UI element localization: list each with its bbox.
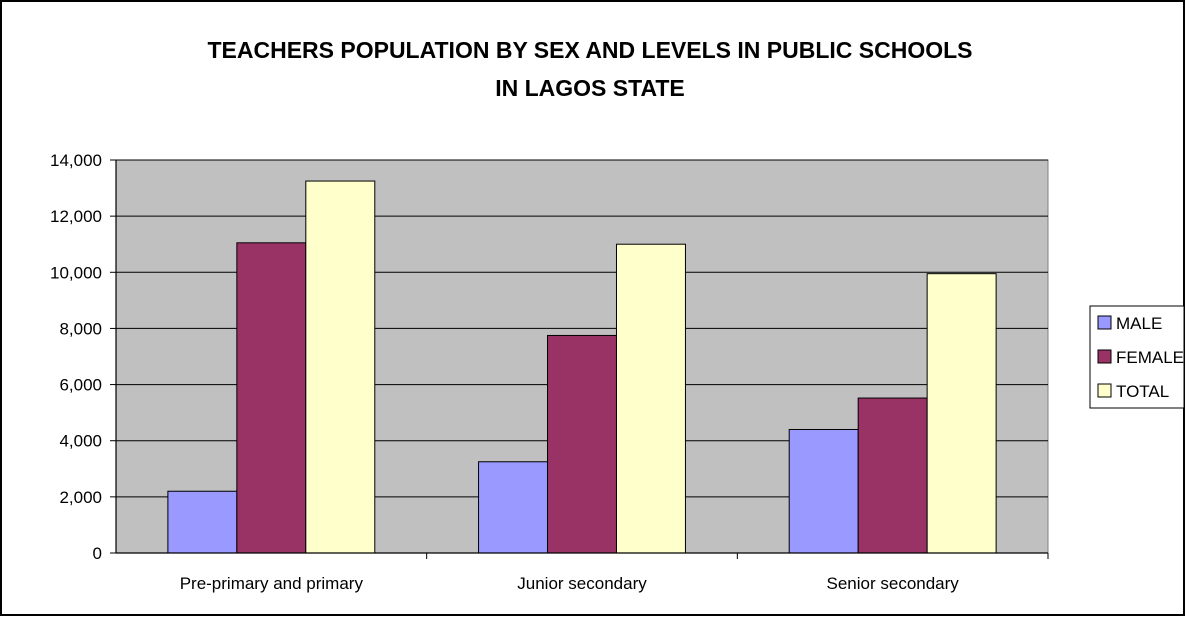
legend-label-male: MALE bbox=[1116, 314, 1162, 333]
x-tick-label: Pre-primary and primary bbox=[180, 574, 364, 593]
axes bbox=[110, 159, 1049, 559]
bars bbox=[167, 180, 997, 554]
legend-label-total: TOTAL bbox=[1116, 382, 1169, 401]
legend-swatch-total bbox=[1097, 383, 1112, 398]
y-tick-label: 8,000 bbox=[59, 319, 102, 338]
chart-title-line1: TEACHERS POPULATION BY SEX AND LEVELS IN… bbox=[207, 37, 972, 63]
bar-total-1 bbox=[305, 180, 376, 554]
bar-male-1 bbox=[167, 490, 238, 554]
bar-female-3 bbox=[857, 397, 928, 554]
y-tick-labels: 0 2,000 4,000 6,000 8,000 10,000 12,000 14,000 bbox=[50, 151, 102, 563]
bar-female-2 bbox=[547, 334, 617, 554]
y-tick-label: 14,000 bbox=[50, 151, 102, 170]
x-tick-label: Junior secondary bbox=[517, 574, 647, 593]
chart-title-line2: IN LAGOS STATE bbox=[495, 75, 685, 101]
y-tick-label: 12,000 bbox=[50, 207, 102, 226]
bar-total-2 bbox=[615, 243, 686, 554]
bar-male-2 bbox=[478, 461, 549, 554]
y-tick-label: 10,000 bbox=[50, 263, 102, 282]
x-tick-labels: Pre-primary and primary Junior secondary S… bbox=[180, 574, 960, 593]
legend-swatch-male bbox=[1097, 315, 1112, 330]
y-tick-label: 2,000 bbox=[59, 488, 102, 507]
bar-male-3 bbox=[788, 428, 859, 554]
bar-female-1 bbox=[236, 242, 307, 554]
legend-swatch-female bbox=[1097, 349, 1112, 364]
x-tick-label: Senior secondary bbox=[827, 574, 960, 593]
y-tick-label: 4,000 bbox=[59, 432, 102, 451]
legend: MALE FEMALE TOTAL bbox=[1089, 305, 1185, 409]
y-tick-label: 0 bbox=[93, 544, 102, 563]
y-tick-label: 6,000 bbox=[59, 376, 102, 395]
legend-label-female: FEMALE bbox=[1116, 348, 1184, 367]
bar-total-3 bbox=[926, 273, 997, 554]
